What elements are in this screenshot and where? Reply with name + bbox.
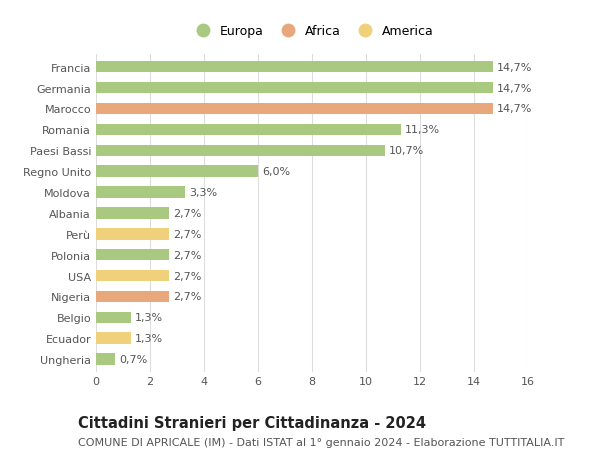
Text: 3,3%: 3,3%	[189, 188, 217, 197]
Bar	[96, 333, 131, 344]
Text: 14,7%: 14,7%	[497, 104, 532, 114]
Text: 0,7%: 0,7%	[119, 354, 147, 364]
Bar	[96, 166, 258, 178]
Bar	[96, 208, 169, 219]
Text: 10,7%: 10,7%	[389, 146, 424, 156]
Bar	[96, 145, 385, 157]
Text: 2,7%: 2,7%	[173, 230, 202, 239]
Bar	[96, 270, 169, 282]
Bar	[96, 124, 401, 136]
Bar	[96, 229, 169, 240]
Text: 14,7%: 14,7%	[497, 62, 532, 73]
Text: 2,7%: 2,7%	[173, 250, 202, 260]
Text: 2,7%: 2,7%	[173, 208, 202, 218]
Bar	[96, 291, 169, 302]
Bar	[96, 62, 493, 73]
Text: 2,7%: 2,7%	[173, 271, 202, 281]
Bar	[96, 187, 185, 198]
Text: Cittadini Stranieri per Cittadinanza - 2024: Cittadini Stranieri per Cittadinanza - 2…	[78, 415, 426, 431]
Legend: Europa, Africa, America: Europa, Africa, America	[185, 20, 439, 43]
Bar	[96, 312, 131, 323]
Text: 14,7%: 14,7%	[497, 84, 532, 94]
Text: 11,3%: 11,3%	[405, 125, 440, 135]
Bar	[96, 353, 115, 365]
Text: 6,0%: 6,0%	[262, 167, 290, 177]
Text: 2,7%: 2,7%	[173, 292, 202, 302]
Bar	[96, 249, 169, 261]
Text: 1,3%: 1,3%	[135, 313, 163, 323]
Bar	[96, 104, 493, 115]
Text: COMUNE DI APRICALE (IM) - Dati ISTAT al 1° gennaio 2024 - Elaborazione TUTTITALI: COMUNE DI APRICALE (IM) - Dati ISTAT al …	[78, 437, 565, 447]
Text: 1,3%: 1,3%	[135, 333, 163, 343]
Bar	[96, 83, 493, 94]
